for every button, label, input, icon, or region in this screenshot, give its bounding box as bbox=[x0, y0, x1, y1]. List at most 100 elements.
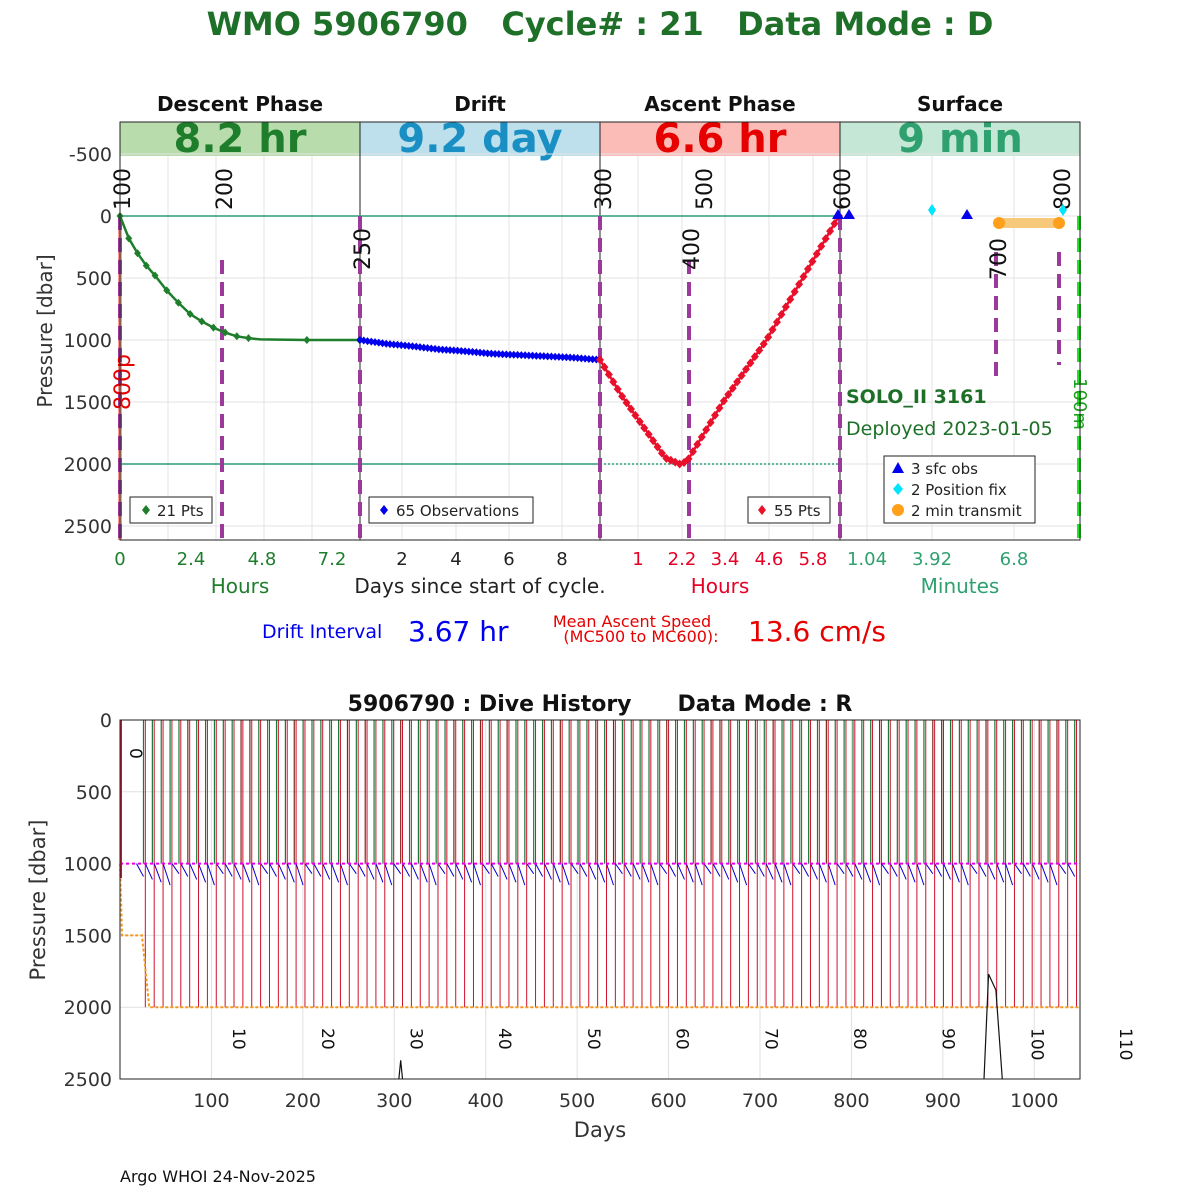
mc-label: 400 bbox=[680, 228, 705, 270]
sfc-obs-point bbox=[843, 209, 855, 219]
ytick-label: -500 bbox=[69, 144, 112, 166]
surface-legend: 3 sfc obs 2 Position fix 2 min transmit bbox=[883, 455, 1036, 524]
surface-legend-transmit: 2 min transmit bbox=[911, 502, 1022, 520]
drift-point bbox=[555, 352, 563, 361]
drift-point bbox=[529, 351, 537, 360]
drift-point bbox=[540, 352, 548, 361]
cycle-label: 70 bbox=[760, 1028, 780, 1050]
cycle-label: 110 bbox=[1115, 1028, 1135, 1060]
ascent-point bbox=[657, 448, 666, 458]
xunit-label: Hours bbox=[211, 574, 270, 598]
profile-depth-line bbox=[119, 863, 1080, 1009]
ytick-label: 1500 bbox=[64, 392, 112, 414]
mc-label: 500 bbox=[693, 168, 718, 210]
ascent-point bbox=[684, 454, 693, 464]
transmit-point bbox=[1053, 217, 1065, 229]
ascent-point bbox=[693, 439, 702, 449]
phase-duration: 9 min bbox=[897, 116, 1023, 162]
ascent-point bbox=[764, 332, 773, 342]
ascent-point bbox=[626, 404, 635, 414]
xunit-label: Minutes bbox=[921, 574, 1000, 598]
descent-point bbox=[221, 328, 229, 337]
surface-legend-fix: 2 Position fix bbox=[911, 481, 1007, 499]
mean-speed-value: 13.6 cm/s bbox=[748, 615, 886, 648]
phase-band bbox=[120, 122, 360, 156]
xtick-label: 800 bbox=[833, 1090, 869, 1112]
ytick-label: 0 bbox=[100, 206, 112, 228]
xtick-label: 400 bbox=[468, 1090, 504, 1112]
ascent-point bbox=[728, 383, 737, 393]
drift-point bbox=[551, 352, 559, 361]
ascent-point bbox=[649, 436, 658, 446]
ytick-label: 0 bbox=[100, 710, 112, 732]
xtick-label: 6.8 bbox=[1000, 549, 1029, 570]
xtick-label: 6 bbox=[503, 549, 514, 570]
xtick-label: 8 bbox=[556, 549, 567, 570]
mean-speed-label-1: Mean Ascent Speed bbox=[553, 612, 711, 631]
pressure-label: 800p bbox=[111, 354, 136, 410]
drift-point bbox=[536, 351, 544, 360]
ascent-point bbox=[733, 377, 742, 387]
ascent-point bbox=[706, 418, 715, 428]
dive-history-title: 5906790 : Dive History Data Mode : R bbox=[348, 692, 853, 717]
ascent-point bbox=[715, 403, 724, 413]
xunit-label: Hours bbox=[691, 574, 750, 598]
ascent-point bbox=[613, 384, 622, 394]
xtick-label: 3.92 bbox=[912, 549, 952, 570]
ascent-point bbox=[596, 355, 604, 365]
triangle-icon bbox=[892, 462, 904, 473]
drift-interval-label: Drift Interval bbox=[262, 621, 382, 643]
phase-band bbox=[840, 122, 1080, 156]
ascent-point bbox=[817, 241, 826, 251]
xtick-label: 1.04 bbox=[847, 549, 887, 570]
cycle-label: 20 bbox=[317, 1028, 337, 1050]
xtick-label: 700 bbox=[742, 1090, 778, 1112]
drift-point bbox=[446, 346, 454, 355]
circle-icon bbox=[892, 504, 904, 516]
drift-point bbox=[502, 350, 510, 359]
drift-point bbox=[510, 350, 518, 359]
xtick-label: 4.6 bbox=[755, 549, 784, 570]
ytick-label: 1000 bbox=[64, 854, 112, 876]
drift-point bbox=[439, 345, 447, 354]
diamond-icon bbox=[142, 505, 150, 515]
xtick-label: 5.8 bbox=[799, 549, 828, 570]
descent-point bbox=[125, 234, 133, 243]
descent-line bbox=[118, 215, 360, 342]
ascent-point bbox=[746, 358, 755, 368]
ascent-point bbox=[821, 234, 830, 244]
xtick-label: 200 bbox=[285, 1090, 321, 1112]
phase-duration: 9.2 day bbox=[397, 116, 562, 162]
drift-interval-value: 3.67 hr bbox=[408, 615, 509, 648]
ascent-point bbox=[631, 410, 640, 420]
descent-point bbox=[163, 286, 171, 295]
ascent-point bbox=[737, 371, 746, 381]
anomaly-line bbox=[983, 973, 1003, 1080]
xtick-label: 1000 bbox=[1010, 1090, 1058, 1112]
descent-point bbox=[174, 298, 182, 307]
ascent-point bbox=[719, 396, 728, 406]
drift-point bbox=[559, 353, 567, 362]
phase-name: Descent Phase bbox=[157, 92, 323, 116]
phase-band bbox=[600, 122, 840, 156]
ytick-label: 500 bbox=[76, 782, 112, 804]
ascent-point bbox=[711, 410, 720, 420]
ytick-label: 2000 bbox=[64, 997, 112, 1019]
xtick-label: 500 bbox=[559, 1090, 595, 1112]
phase-name: Drift bbox=[454, 92, 506, 116]
ascent-point bbox=[755, 345, 764, 355]
descent-legend-text: 21 Pts bbox=[157, 502, 204, 520]
descent-point bbox=[198, 317, 206, 326]
ascent-legend-text: 55 Pts bbox=[774, 502, 821, 520]
ascent-point bbox=[750, 352, 759, 362]
phase-name: Ascent Phase bbox=[644, 92, 795, 116]
drift-point bbox=[506, 350, 514, 359]
cycle-label: 100 bbox=[1026, 1028, 1046, 1060]
ytick-label: 500 bbox=[76, 268, 112, 290]
drift-point bbox=[544, 352, 552, 361]
cycle-label: 10 bbox=[228, 1028, 248, 1050]
ytick-label: 2500 bbox=[64, 516, 112, 538]
xtick-label: 7.2 bbox=[318, 549, 347, 570]
